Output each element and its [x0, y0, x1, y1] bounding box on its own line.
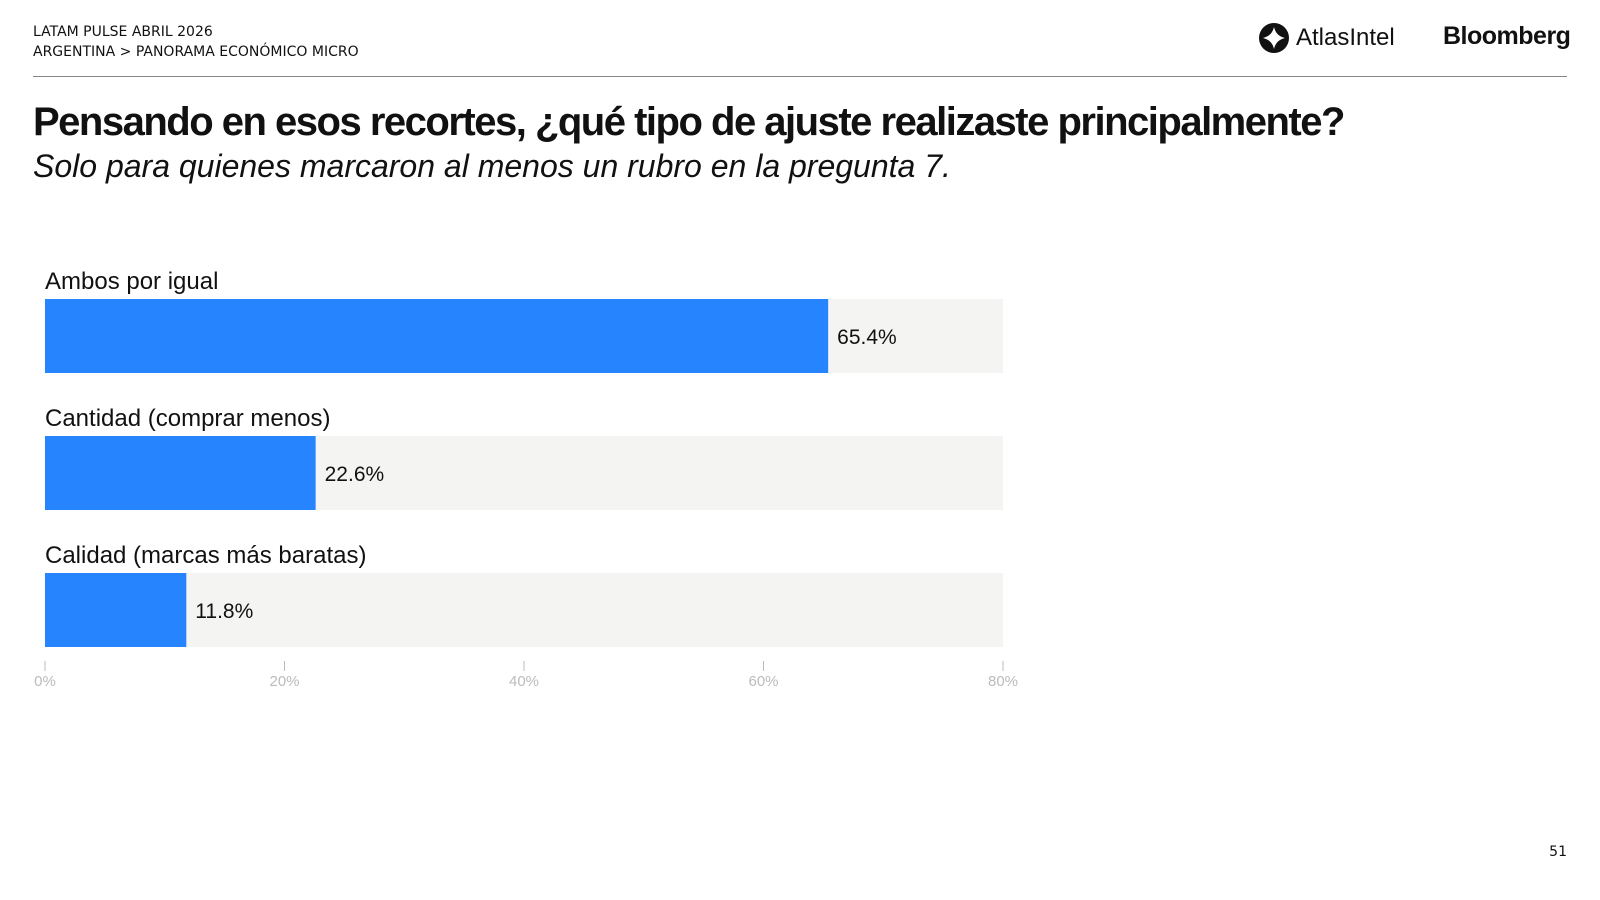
page-subtitle: Solo para quienes marcaron al menos un r… [33, 148, 951, 184]
x-tick-label: 60% [748, 673, 778, 690]
atlasintel-logo-icon [1259, 23, 1289, 53]
data-label: 11.8% [195, 600, 253, 623]
x-tick-label: 0% [34, 673, 56, 690]
report-series: LATAM PULSE ABRIL 2026 [33, 24, 213, 40]
bar-track [45, 573, 1003, 647]
header-divider [33, 76, 1567, 77]
category-label: Calidad (marcas más baratas) [45, 542, 366, 569]
breadcrumb: ARGENTINA > PANORAMA ECONÓMICO MICRO [33, 44, 359, 60]
page-title: Pensando en esos recortes, ¿qué tipo de … [33, 100, 1345, 144]
x-tick-label: 20% [269, 673, 299, 690]
x-tick-label: 40% [509, 673, 539, 690]
atlasintel-logo-text: AtlasIntel [1296, 24, 1395, 51]
data-label: 65.4% [837, 326, 897, 349]
x-tick-label: 80% [988, 673, 1018, 690]
atlasintel-logo: AtlasIntel [1258, 22, 1395, 54]
bar [45, 299, 829, 373]
page-number: 51 [1549, 844, 1567, 860]
bar [45, 436, 316, 510]
bloomberg-logo: Bloomberg [1443, 22, 1571, 50]
data-label: 22.6% [325, 463, 385, 486]
category-label: Ambos por igual [45, 268, 218, 295]
report-header: LATAM PULSE ABRIL 2026 ARGENTINA > PANOR… [33, 22, 359, 62]
category-label: Cantidad (comprar menos) [45, 405, 330, 432]
bar [45, 573, 187, 647]
